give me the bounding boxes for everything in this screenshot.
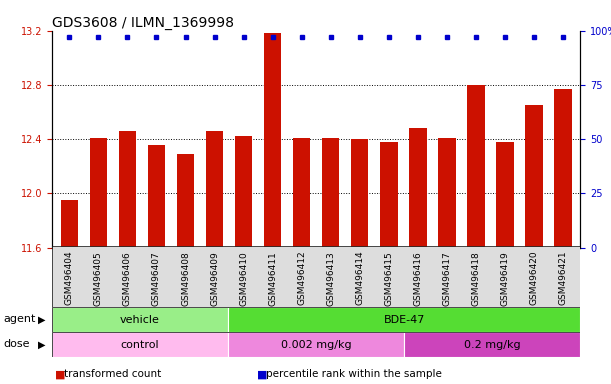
Bar [206,131,223,248]
Text: GSM496412: GSM496412 [297,251,306,305]
Text: GSM496407: GSM496407 [152,251,161,306]
Text: GSM496416: GSM496416 [413,251,422,306]
Bar [467,85,485,248]
Text: GSM496411: GSM496411 [268,251,277,306]
Bar [52,332,228,357]
Text: control: control [121,339,159,350]
Bar [496,142,514,248]
Bar [235,136,252,248]
Bar [293,138,310,248]
Text: agent: agent [3,314,35,324]
Bar [438,138,456,248]
Bar [90,138,107,248]
Text: 0.2 mg/kg: 0.2 mg/kg [464,339,521,350]
Bar [264,33,281,248]
Bar [380,142,398,248]
Text: GSM496415: GSM496415 [384,251,393,306]
Text: dose: dose [3,339,29,349]
Bar [52,307,228,332]
Text: ▶: ▶ [38,339,45,349]
Text: ▶: ▶ [38,314,45,324]
Text: GSM496414: GSM496414 [355,251,364,305]
Bar [228,332,404,357]
Bar [409,128,426,248]
Text: GSM496406: GSM496406 [123,251,132,306]
Text: GSM496417: GSM496417 [442,251,452,306]
Bar [525,105,543,248]
Bar [119,131,136,248]
Text: ■: ■ [55,369,65,379]
Bar [351,139,368,248]
Text: GSM496413: GSM496413 [326,251,335,306]
Text: transformed count: transformed count [64,369,161,379]
Bar [177,154,194,248]
Bar [554,89,572,248]
Text: GSM496421: GSM496421 [558,251,568,305]
Text: GSM496410: GSM496410 [239,251,248,306]
Text: GSM496404: GSM496404 [65,251,74,305]
Text: GSM496405: GSM496405 [94,251,103,306]
Bar [322,138,340,248]
Text: vehicle: vehicle [120,314,160,325]
Text: percentile rank within the sample: percentile rank within the sample [266,369,442,379]
Bar [228,307,580,332]
Bar [60,200,78,248]
Text: GSM496419: GSM496419 [500,251,510,306]
Text: GSM496418: GSM496418 [472,251,480,306]
Bar [404,332,580,357]
Text: GSM496420: GSM496420 [530,251,538,305]
Text: 0.002 mg/kg: 0.002 mg/kg [281,339,351,350]
Bar [148,145,165,248]
Bar [52,246,580,309]
Text: GSM496408: GSM496408 [181,251,190,306]
Text: GSM496409: GSM496409 [210,251,219,306]
Text: BDE-47: BDE-47 [384,314,425,325]
Text: GDS3608 / ILMN_1369998: GDS3608 / ILMN_1369998 [52,16,234,30]
Text: ■: ■ [257,369,267,379]
